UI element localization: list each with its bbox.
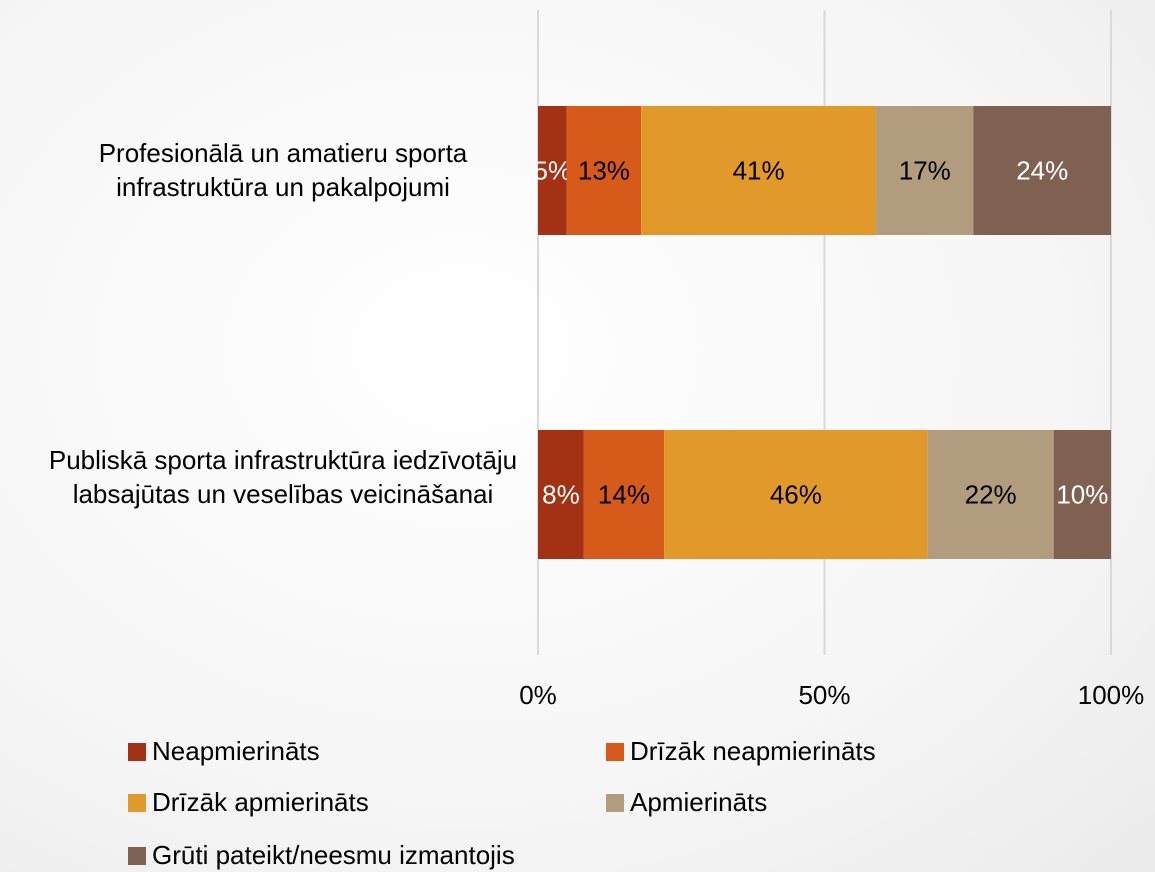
x-tick-label: 0% <box>519 680 557 710</box>
legend-swatch <box>128 743 146 761</box>
bar-segment <box>1053 430 1111 559</box>
legend-swatch <box>606 794 624 812</box>
legend-label: Apmierināts <box>630 787 767 817</box>
data-label: 17% <box>899 155 951 185</box>
data-label: 24% <box>1016 155 1068 185</box>
bar-segment <box>583 430 665 559</box>
bar-segment <box>538 430 584 559</box>
legend-swatch <box>128 794 146 812</box>
legend-swatch <box>606 743 624 761</box>
legend-label: Grūti pateikt/neesmu izmantojis <box>152 840 515 870</box>
legend-label: Neapmierināts <box>152 736 320 766</box>
bar-segment <box>538 106 567 235</box>
bar-segment <box>641 106 877 235</box>
category-label: Profesionālā un amatieru sporta infrastr… <box>98 138 468 202</box>
bar-segment <box>566 106 642 235</box>
legend-label: Drīzāk neapmierināts <box>630 736 876 766</box>
data-label: 14% <box>598 479 650 509</box>
data-label: 46% <box>770 479 822 509</box>
bar-segment <box>664 430 928 559</box>
legend-swatch <box>128 847 146 865</box>
bar-segment <box>876 106 974 235</box>
category-label: Publiskā sporta infrastruktūra iedzīvotā… <box>48 445 518 509</box>
legend-label: Drīzāk apmierināts <box>152 787 369 817</box>
x-tick-label: 50% <box>798 680 850 710</box>
data-label: 41% <box>733 155 785 185</box>
data-label: 22% <box>965 479 1017 509</box>
data-label: 13% <box>578 155 630 185</box>
data-label: 10% <box>1056 479 1108 509</box>
bar-segment <box>927 430 1054 559</box>
data-label: 5% <box>534 155 572 185</box>
data-label: 8% <box>542 479 580 509</box>
x-tick-label: 100% <box>1078 680 1145 710</box>
bar-segment <box>973 106 1111 235</box>
